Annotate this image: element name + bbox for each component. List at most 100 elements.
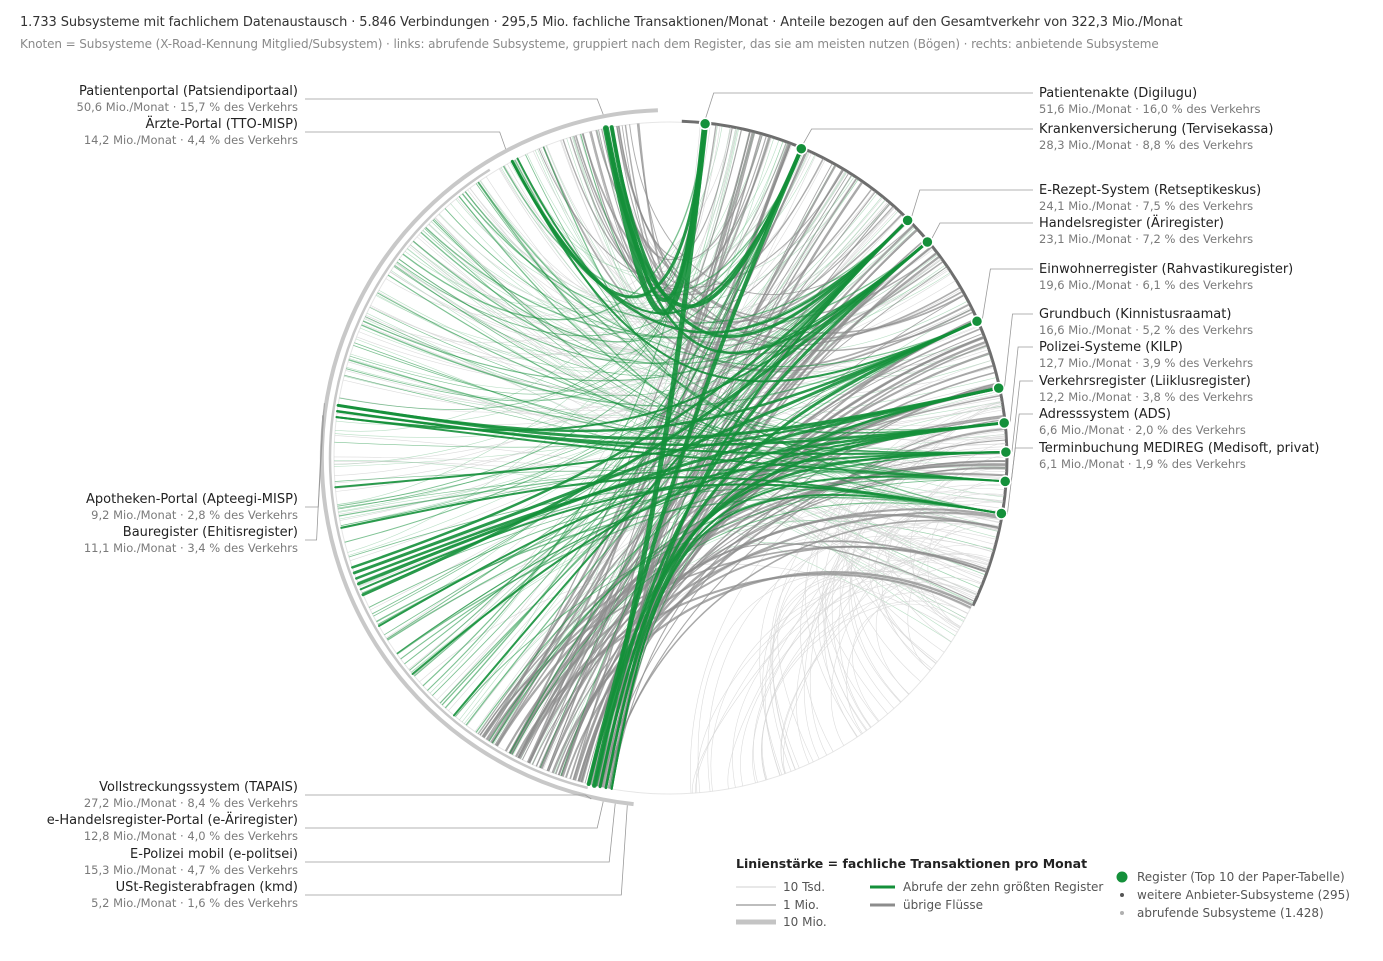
register-flow bbox=[458, 195, 1005, 434]
register-flow bbox=[439, 241, 928, 704]
register-flow bbox=[393, 220, 908, 377]
background-flow bbox=[888, 500, 1004, 642]
register-flow bbox=[444, 148, 802, 709]
other-flow bbox=[562, 139, 824, 296]
other-flow bbox=[610, 328, 981, 790]
legend-title: Linienstärke = fachliche Transaktionen p… bbox=[736, 856, 1087, 871]
register-flow bbox=[352, 319, 979, 575]
register-flow bbox=[344, 374, 1002, 514]
background-flow bbox=[370, 273, 952, 381]
left-leader-line bbox=[305, 805, 628, 896]
register-flow bbox=[351, 219, 909, 569]
left-value-vollstreckungssystem: 27,2 Mio./Monat · 8,4 % des Verkehrs bbox=[84, 796, 298, 810]
left-value-e-polizei: 15,3 Mio./Monat · 4,7 % des Verkehrs bbox=[84, 863, 298, 877]
consumer-arc-inner bbox=[328, 168, 589, 790]
provider-arc bbox=[681, 119, 1009, 602]
register-flow bbox=[387, 387, 999, 641]
background-flow bbox=[838, 435, 1006, 728]
register-flow bbox=[368, 488, 1002, 608]
background-flow bbox=[422, 125, 718, 322]
left-label-aerzte-portal: Ärzte-Portal (TTO-MISP) bbox=[145, 116, 298, 132]
register-flow bbox=[361, 240, 929, 597]
register-flow bbox=[402, 123, 706, 321]
background-flow bbox=[772, 498, 1004, 770]
background-flow bbox=[781, 525, 999, 774]
background-flow bbox=[340, 227, 915, 526]
register-flow bbox=[422, 148, 802, 687]
background-flow bbox=[850, 434, 1006, 703]
left-value-e-handelsregister: 12,8 Mio./Monat · 4,0 % des Verkehrs bbox=[84, 829, 298, 843]
background-flow bbox=[404, 149, 805, 309]
background-flow bbox=[347, 132, 755, 553]
other-flow bbox=[508, 508, 1002, 754]
legend-green-label: Abrufe der zehn größten Register bbox=[903, 880, 1103, 894]
label-leaders bbox=[305, 92, 1033, 896]
background-flow bbox=[927, 479, 1006, 628]
other-flow bbox=[581, 133, 963, 341]
register-flow bbox=[427, 123, 706, 691]
register-flow bbox=[411, 421, 1006, 675]
register-flow bbox=[488, 478, 1006, 742]
left-label-ust-registerabfragen: USt-Registerabfragen (kmd) bbox=[116, 880, 298, 895]
register-flow bbox=[377, 422, 1005, 626]
background-flow bbox=[369, 144, 793, 355]
left-value-bauregister: 11,1 Mio./Monat · 3,4 % des Verkehrs bbox=[84, 541, 298, 555]
background-flow bbox=[527, 155, 817, 763]
register-flow bbox=[491, 451, 1006, 744]
register-flow bbox=[454, 479, 1006, 717]
register-flow bbox=[511, 502, 1002, 755]
register-flow bbox=[369, 307, 1006, 453]
register-flow bbox=[340, 422, 1005, 527]
register-dot bbox=[999, 445, 1013, 459]
register-flow bbox=[335, 416, 1007, 483]
register-flow bbox=[465, 219, 909, 726]
background-flow bbox=[825, 538, 993, 722]
right-leader-line bbox=[1006, 447, 1033, 515]
right-value-patientenakte: 51,6 Mio./Monat · 16,0 % des Verkehrs bbox=[1039, 102, 1261, 116]
background-flow bbox=[884, 513, 1001, 627]
register-flow bbox=[340, 476, 1003, 529]
left-value-aerzte-portal: 14,2 Mio./Monat · 4,4 % des Verkehrs bbox=[84, 133, 298, 147]
register-flow bbox=[425, 226, 928, 339]
right-leader-line bbox=[1004, 313, 1033, 387]
register-flow bbox=[409, 148, 802, 671]
left-leader-line bbox=[305, 131, 507, 150]
register-flow bbox=[609, 387, 999, 789]
left-leader-line bbox=[305, 794, 592, 800]
background-flow bbox=[364, 150, 806, 344]
background-flow bbox=[707, 522, 999, 792]
right-value-polizei-systeme: 12,7 Mio./Monat · 3,9 % des Verkehrs bbox=[1039, 356, 1253, 370]
left-value-ust-registerabfragen: 5,2 Mio./Monat · 1,6 % des Verkehrs bbox=[91, 896, 298, 910]
register-flow bbox=[432, 219, 1006, 454]
background-flow bbox=[732, 582, 977, 788]
register-flow bbox=[560, 320, 978, 776]
background-flow bbox=[844, 401, 1002, 682]
right-label-einwohnerregister: Einwohnerregister (Rahvastikuregister) bbox=[1039, 262, 1293, 277]
background-flow bbox=[770, 535, 993, 769]
left-value-apotheken-portal: 9,2 Mio./Monat · 2,8 % des Verkehrs bbox=[91, 508, 298, 522]
right-label-e-rezept: E-Rezept-System (Retseptikeskus) bbox=[1039, 183, 1261, 198]
register-flow bbox=[477, 181, 1002, 515]
legend: Linienstärke = fachliche Transaktionen p… bbox=[736, 856, 1350, 929]
right-label-verkehrsregister: Verkehrsregister (Liiklusregister) bbox=[1039, 374, 1251, 389]
left-value-patientenportal: 50,6 Mio./Monat · 15,7 % des Verkehrs bbox=[77, 100, 299, 114]
register-flow bbox=[475, 320, 978, 733]
background-flow bbox=[769, 574, 973, 772]
background-flow bbox=[875, 508, 1002, 664]
provider-arc-tail bbox=[971, 594, 980, 607]
register-dot bbox=[698, 117, 712, 131]
right-label-polizei-systeme: Polizei-Systeme (KILP) bbox=[1039, 340, 1183, 355]
legend-width-medium: 1 Mio. bbox=[783, 898, 819, 912]
background-flow bbox=[560, 140, 988, 570]
legend-register-label: Register (Top 10 der Paper-Tabelle) bbox=[1137, 870, 1345, 884]
left-label-vollstreckungssystem: Vollstreckungssystem (TAPAIS) bbox=[99, 780, 298, 795]
register-flow bbox=[341, 148, 802, 528]
background-flow bbox=[777, 572, 968, 763]
legend-provider-label: weitere Anbieter-Subsysteme (295) bbox=[1137, 888, 1350, 902]
register-dot bbox=[795, 142, 808, 155]
register-flow bbox=[349, 123, 706, 395]
other-flow bbox=[611, 460, 1007, 789]
register-flows bbox=[334, 120, 1008, 790]
register-flow bbox=[338, 468, 1006, 517]
register-dot bbox=[998, 475, 1012, 488]
